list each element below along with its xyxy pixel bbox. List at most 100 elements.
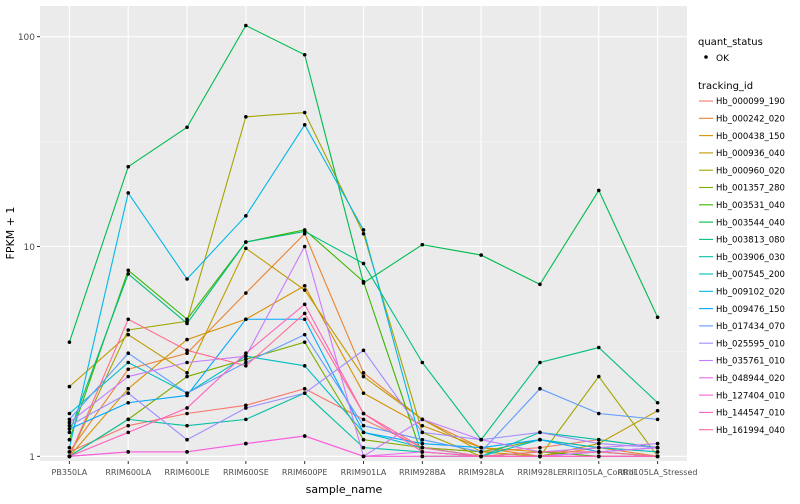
data-point xyxy=(185,338,189,342)
data-point xyxy=(68,340,72,344)
data-point xyxy=(421,446,425,450)
x-tick-label: RRIM928LE xyxy=(517,468,562,477)
data-point xyxy=(185,349,189,353)
y-tick-label: 10 xyxy=(24,243,36,253)
data-point xyxy=(656,409,660,413)
data-point xyxy=(303,364,307,368)
data-point xyxy=(126,418,130,422)
data-point xyxy=(244,442,248,446)
data-point xyxy=(362,418,366,422)
data-point xyxy=(479,253,483,257)
data-point xyxy=(126,431,130,435)
data-point xyxy=(421,243,425,247)
data-point xyxy=(185,125,189,129)
data-point xyxy=(303,230,307,234)
data-point xyxy=(185,371,189,375)
chart-root: 1 10 100 PB350LA RRIM600LA RRIM600LE RRIM600S… xyxy=(0,0,800,500)
data-point xyxy=(126,317,130,321)
data-point xyxy=(126,450,130,454)
legend-label: Hb_003813_080 xyxy=(716,236,785,246)
data-point xyxy=(303,340,307,344)
data-point xyxy=(68,424,72,428)
data-point xyxy=(597,346,601,350)
data-point xyxy=(126,367,130,371)
data-point xyxy=(421,418,425,422)
data-point xyxy=(185,424,189,428)
data-point xyxy=(126,328,130,332)
data-point xyxy=(362,455,366,459)
data-point xyxy=(303,245,307,249)
line-chart: 110100 PB350LA RRIM600LA RRIM600LE RRIM600S… xyxy=(0,0,800,500)
data-point xyxy=(68,427,72,431)
data-point xyxy=(656,418,660,422)
data-point xyxy=(362,412,366,416)
data-point xyxy=(244,240,248,244)
data-point xyxy=(538,446,542,450)
data-point xyxy=(362,375,366,379)
data-point xyxy=(479,446,483,450)
x-tick-label: RRIM600SE xyxy=(223,468,269,477)
data-point xyxy=(126,401,130,405)
legend-label: Hb_000438_150 xyxy=(716,132,785,142)
data-point xyxy=(362,438,366,442)
data-point xyxy=(185,391,189,395)
data-point xyxy=(244,418,248,422)
data-point xyxy=(303,284,307,288)
data-point xyxy=(538,455,542,459)
data-point xyxy=(244,361,248,365)
data-point xyxy=(68,446,72,450)
x-tick-label: RRIM928LA xyxy=(458,468,504,477)
legend-quant-label: OK xyxy=(716,54,730,64)
data-point xyxy=(362,391,366,395)
data-point xyxy=(538,387,542,391)
legend-label: Hb_003531_040 xyxy=(716,201,785,211)
legend-label: Hb_035761_010 xyxy=(716,357,785,367)
data-point xyxy=(244,214,248,218)
x-axis-title: sample_name xyxy=(306,483,383,496)
data-point xyxy=(303,53,307,57)
legend-label: Hb_161994_040 xyxy=(716,426,785,436)
data-point xyxy=(362,371,366,375)
data-point xyxy=(185,412,189,416)
data-point xyxy=(68,455,72,459)
data-point xyxy=(244,351,248,355)
data-point xyxy=(244,317,248,321)
legend-label: Hb_144547_010 xyxy=(716,409,785,419)
y-tick-label: 100 xyxy=(18,33,35,43)
data-point xyxy=(185,317,189,321)
data-point xyxy=(126,424,130,428)
data-point xyxy=(597,438,601,442)
data-point xyxy=(362,232,366,236)
data-point xyxy=(68,385,72,389)
data-point xyxy=(303,387,307,391)
legend-label: Hb_000936_040 xyxy=(716,149,785,159)
data-point xyxy=(126,391,130,395)
data-point xyxy=(362,424,366,428)
data-point xyxy=(68,431,72,435)
data-point xyxy=(479,455,483,459)
data-point xyxy=(185,450,189,454)
x-tick-label: RRIM901LA xyxy=(341,468,387,477)
data-point xyxy=(126,361,130,365)
data-point xyxy=(656,401,660,405)
data-point xyxy=(421,450,425,454)
data-point xyxy=(303,123,307,127)
data-point xyxy=(656,442,660,446)
data-point xyxy=(656,455,660,459)
data-point xyxy=(126,165,130,169)
data-point xyxy=(303,111,307,115)
data-point xyxy=(68,412,72,416)
data-point xyxy=(597,446,601,450)
data-point xyxy=(244,291,248,295)
data-point xyxy=(68,438,72,442)
data-point xyxy=(479,450,483,454)
data-point xyxy=(597,375,601,379)
data-point xyxy=(68,418,72,422)
data-point xyxy=(362,446,366,450)
legend-label: Hb_009476_150 xyxy=(716,305,785,315)
data-point xyxy=(185,322,189,326)
data-point xyxy=(185,277,189,281)
data-point xyxy=(126,333,130,337)
data-point xyxy=(656,450,660,454)
data-point xyxy=(126,272,130,276)
